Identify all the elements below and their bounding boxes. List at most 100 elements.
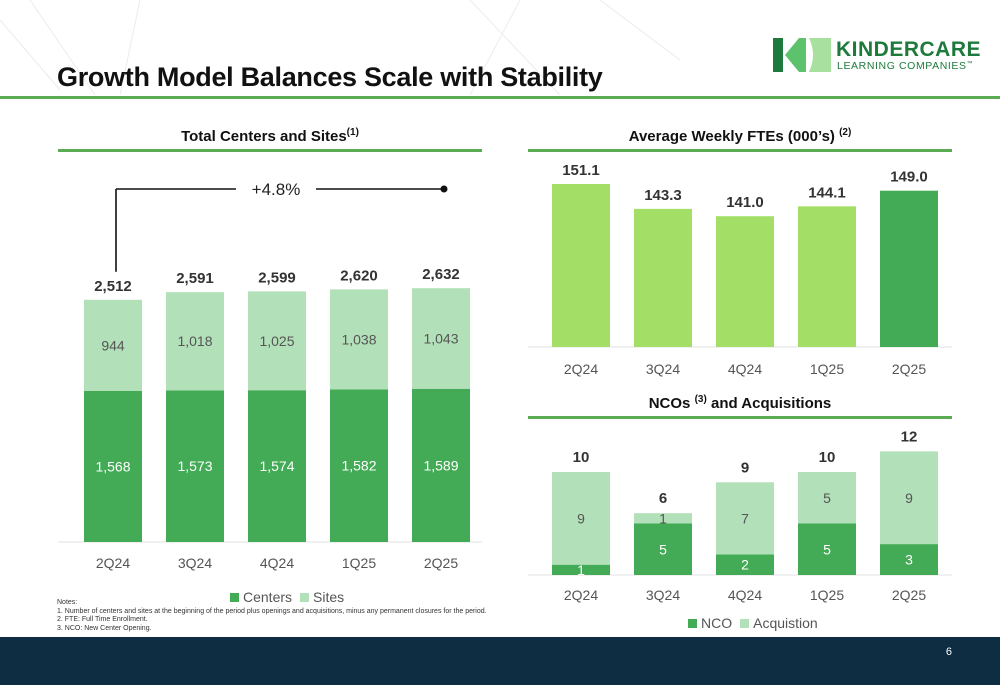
x-tick-3Q24: 3Q24 [178, 555, 212, 571]
notes-heading: Notes: [57, 599, 78, 606]
slide-title: Growth Model Balances Scale with Stabili… [57, 62, 603, 92]
label-sites-3Q24: 1,018 [177, 333, 212, 349]
label-sites-2Q24: 944 [101, 337, 125, 353]
label-acquisition-3Q24: 1 [659, 510, 667, 526]
label-ftes-1Q25: 144.1 [808, 184, 846, 201]
nco-legend: NCO Acquistion [688, 615, 826, 631]
bar-centers-2Q24 [84, 390, 142, 542]
label-centers-1Q25: 1,582 [341, 458, 376, 474]
bar-centers-3Q24 [166, 390, 224, 542]
title-underline [0, 96, 1000, 99]
bar-nco-4Q24 [716, 554, 774, 575]
label-ftes-2Q25: 149.0 [890, 169, 928, 186]
kindercare-logo: KINDERCARE LEARNING COMPANIES™ [773, 36, 981, 74]
label-acquisition-2Q25: 9 [905, 490, 913, 506]
note-3: 3. NCO: New Center Opening. [57, 624, 152, 632]
label-centers-2Q24: 1,568 [95, 458, 130, 474]
ftes-chart-title: Average Weekly FTEs (000’s) (2) [628, 127, 852, 145]
label-total-2Q25: 12 [901, 428, 918, 445]
label-total-4Q24: 9 [741, 459, 749, 476]
label-total-2Q25: 2,632 [422, 266, 460, 283]
label-total-3Q24: 6 [659, 490, 667, 507]
bar-acquisition-4Q24 [716, 482, 774, 555]
footer-bar: 6 [0, 637, 1000, 685]
bar-sites-3Q24 [166, 292, 224, 391]
bar-ftes-1Q25 [798, 206, 856, 347]
note-2: 2. FTE: Full Time Enrollment. [57, 616, 148, 624]
bar-ftes-2Q25 [880, 190, 938, 347]
centers-chart-title: Total Centers and Sites(1) [181, 127, 359, 145]
legend-item-centers: Centers [230, 589, 292, 605]
label-total-2Q24: 10 [573, 449, 590, 466]
label-total-2Q24: 2,512 [94, 278, 132, 295]
bar-centers-2Q25 [412, 388, 470, 542]
x-tick-2Q25: 2Q25 [424, 555, 458, 571]
label-sites-2Q25: 1,043 [423, 330, 458, 346]
x-tick-3Q24: 3Q24 [646, 587, 680, 603]
bar-acquisition-1Q25 [798, 472, 856, 524]
label-sites-4Q24: 1,025 [259, 333, 294, 349]
x-tick-1Q25: 1Q25 [810, 587, 844, 603]
label-ftes-2Q24: 151.1 [562, 162, 600, 179]
label-nco-1Q25: 5 [823, 541, 831, 557]
bar-ftes-4Q24 [716, 216, 774, 347]
nco-chart-title: NCOs (3) and Acquisitions [648, 394, 832, 412]
footnotes: Notes: 1. Number of centers and sites at… [57, 599, 487, 633]
logo-mark-icon [773, 38, 831, 72]
centers-legend: Centers Sites [230, 589, 352, 605]
growth-annotation: +4.8% [252, 180, 301, 199]
label-sites-1Q25: 1,038 [341, 331, 376, 347]
label-total-1Q25: 10 [819, 449, 836, 466]
centers-title-rule [58, 149, 482, 152]
x-tick-2Q25: 2Q25 [892, 361, 926, 377]
logo-tagline: LEARNING COMPANIES™ [837, 60, 974, 72]
legend-swatch-sites [300, 593, 310, 602]
legend-swatch-nco [688, 619, 697, 628]
label-total-4Q24: 2,599 [258, 269, 296, 286]
bar-centers-1Q25 [330, 389, 388, 542]
x-tick-2Q25: 2Q25 [892, 587, 926, 603]
growth-bracket-end-dot [440, 185, 448, 193]
label-ftes-4Q24: 141.0 [726, 194, 764, 211]
bar-ftes-3Q24 [634, 208, 692, 347]
label-nco-2Q25: 3 [905, 552, 913, 568]
bar-sites-2Q24 [84, 299, 142, 391]
bar-sites-1Q25 [330, 289, 388, 390]
ftes-chart: 151.1 2Q24 143.3 3Q24 141.0 4Q24 144.1 1Q25 149.… [528, 162, 952, 377]
label-centers-2Q25: 1,589 [423, 457, 458, 473]
bar-nco-1Q25 [798, 523, 856, 575]
bar-ftes-2Q24 [552, 184, 610, 347]
bar-acquisition-2Q25 [880, 451, 938, 545]
label-centers-3Q24: 1,573 [177, 458, 212, 474]
x-tick-4Q24: 4Q24 [260, 555, 294, 571]
legend-swatch-centers [230, 593, 239, 602]
bar-nco-2Q25 [880, 544, 938, 575]
label-acquisition-2Q24: 9 [577, 510, 585, 526]
legend-item-nco: NCO [688, 615, 732, 631]
label-total-3Q24: 2,591 [176, 270, 214, 287]
label-nco-2Q24: 1 [577, 562, 585, 578]
x-tick-2Q24: 2Q24 [564, 587, 598, 603]
page-number: 6 [945, 646, 952, 658]
nco-title-rule [528, 416, 952, 419]
label-nco-4Q24: 2 [741, 557, 749, 573]
x-tick-3Q24: 3Q24 [646, 361, 680, 377]
bar-acquisition-3Q24 [634, 513, 692, 524]
x-tick-4Q24: 4Q24 [728, 587, 762, 603]
x-tick-4Q24: 4Q24 [728, 361, 762, 377]
label-total-1Q25: 2,620 [340, 267, 378, 284]
x-tick-1Q25: 1Q25 [342, 555, 376, 571]
label-centers-4Q24: 1,574 [259, 458, 294, 474]
x-tick-2Q24: 2Q24 [564, 361, 598, 377]
x-tick-2Q24: 2Q24 [96, 555, 130, 571]
logo-wordmark: KINDERCARE [836, 38, 982, 61]
bar-sites-2Q25 [412, 288, 470, 389]
ftes-title-rule [528, 149, 952, 152]
label-ftes-3Q24: 143.3 [644, 187, 682, 204]
bar-nco-2Q24 [552, 564, 610, 575]
legend-item-sites: Sites [300, 589, 344, 605]
bar-centers-4Q24 [248, 390, 306, 542]
legend-item-acquisition: Acquistion [740, 615, 818, 631]
label-acquisition-1Q25: 5 [823, 490, 831, 506]
bar-acquisition-2Q24 [552, 472, 610, 565]
